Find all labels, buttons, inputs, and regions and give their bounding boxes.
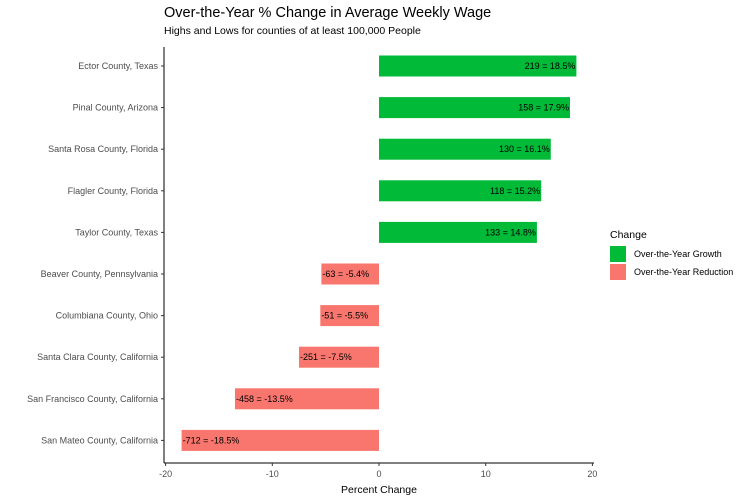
y-tick-label: San Francisco County, California	[27, 394, 158, 404]
y-tick-label: Pinal County, Arizona	[73, 103, 158, 113]
bar	[321, 263, 379, 285]
bar-data-label: -63 = -5.4%	[322, 269, 369, 279]
y-tick-label: Santa Clara County, California	[37, 352, 158, 362]
bar	[379, 55, 577, 77]
y-tick-label: Flagler County, Florida	[68, 186, 158, 196]
legend-swatch-reduction	[610, 263, 626, 280]
bar-data-label: -251 = -7.5%	[300, 352, 352, 362]
bar	[181, 429, 379, 451]
y-tick-label: Beaver County, Pennsylvania	[41, 269, 158, 279]
y-tick-label: Ector County, Texas	[78, 61, 158, 71]
y-tick-label: Columbiana County, Ohio	[56, 311, 158, 321]
legend: Change Over-the-Year Growth Over-the-Yea…	[610, 229, 733, 280]
bar	[379, 97, 570, 119]
legend-title: Change	[610, 229, 647, 241]
bar-data-label: 133 = 14.8%	[485, 227, 536, 237]
y-tick-label: Taylor County, Texas	[75, 227, 158, 237]
bar	[234, 388, 379, 410]
bar	[320, 305, 379, 327]
x-tick-label: 20	[587, 469, 597, 479]
legend-label-reduction: Over-the-Year Reduction	[634, 266, 734, 277]
chart-subtitle: Highs and Lows for counties of at least …	[164, 25, 421, 37]
legend-label-growth: Over-the-Year Growth	[634, 248, 722, 259]
bar	[379, 180, 542, 202]
y-tick-label: Santa Rosa County, Florida	[48, 144, 158, 154]
x-tick-label: 0	[376, 469, 381, 479]
bar	[298, 346, 379, 368]
y-tick-label: San Mateo County, California	[41, 435, 158, 445]
bar-data-label: -458 = -13.5%	[236, 394, 293, 404]
bar-data-label: 219 = 18.5%	[525, 61, 576, 71]
legend-item-reduction: Over-the-Year Reduction	[610, 263, 733, 280]
bar-data-label: 130 = 16.1%	[499, 144, 550, 154]
x-tick-label: -20	[159, 469, 172, 479]
bar-data-label: -712 = -18.5%	[183, 435, 240, 445]
x-tick-label: -10	[266, 469, 279, 479]
bar-data-label: 118 = 15.2%	[490, 186, 540, 196]
bar-data-label: -51 = -5.5%	[321, 311, 368, 321]
legend-swatch-growth	[610, 245, 626, 262]
bar	[379, 221, 537, 243]
chart-title: Over-the-Year % Change in Average Weekly…	[164, 5, 492, 21]
bar-data-label: 158 = 17.9%	[518, 103, 569, 113]
x-tick-label: 10	[481, 469, 491, 479]
bar	[379, 138, 551, 160]
legend-item-growth: Over-the-Year Growth	[610, 245, 733, 262]
x-axis-title: Percent Change	[341, 484, 417, 496]
